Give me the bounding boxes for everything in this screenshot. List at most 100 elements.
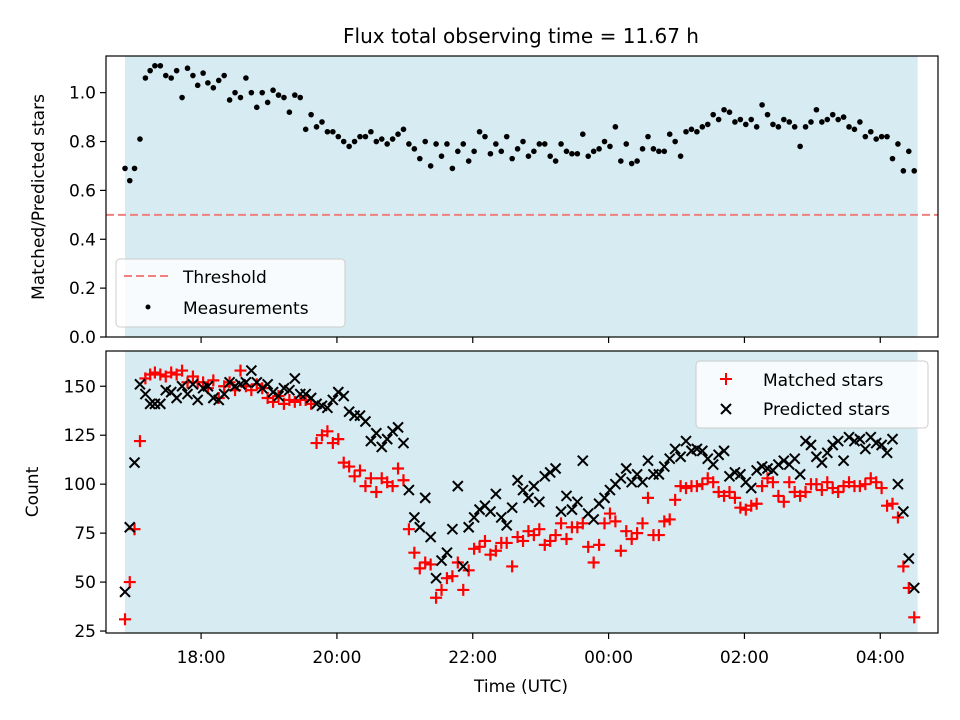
predicted-point [772, 458, 785, 471]
predicted-point [272, 390, 285, 402]
predicted-point [615, 472, 627, 484]
predicted-point [560, 490, 573, 502]
measurement-point [406, 141, 412, 147]
predicted-point [501, 519, 513, 531]
bottom-x-tick-label: 02:00 [720, 648, 769, 668]
predicted-point [799, 435, 812, 447]
measurement-point [889, 155, 896, 162]
matched-point [402, 523, 415, 536]
measurement-point [672, 138, 678, 145]
top-x-ticks [200, 337, 881, 343]
measurement-point [190, 72, 196, 79]
predicted-point [267, 386, 279, 398]
x-axis-label: Time (UTC) [473, 677, 568, 697]
matched-point [473, 540, 486, 553]
matched-point [636, 517, 649, 530]
measurement-point [184, 65, 191, 72]
measurement-point [137, 136, 143, 142]
measurement-point [846, 124, 852, 130]
measurement-point [835, 116, 841, 123]
measurement-point [650, 146, 657, 152]
measurement-point [759, 102, 765, 108]
predicted-point [571, 496, 584, 508]
measurement-point [574, 150, 581, 157]
predicted-point [636, 476, 649, 488]
matched-point [745, 499, 758, 512]
predicted-point [144, 398, 156, 410]
predicted-point [544, 466, 556, 479]
bottom-x-axis: 18:00 20:00 22:00 00:00 02:00 04:00 [177, 633, 905, 668]
measurement-point [618, 158, 624, 164]
measurement-point [482, 133, 488, 140]
predicted-point [484, 505, 497, 518]
matched-point [154, 368, 167, 381]
matched-point [370, 486, 383, 498]
matched-point [587, 556, 600, 569]
predicted-point [170, 392, 183, 404]
measurement-point [498, 148, 505, 155]
measurement-point [476, 128, 483, 135]
measurement-point [558, 141, 564, 147]
measurement-point [699, 124, 706, 130]
measurement-point [786, 119, 793, 125]
measurement-point [416, 155, 423, 162]
measurement-point [270, 87, 276, 94]
measurement-point [656, 148, 662, 155]
matched-point [723, 486, 736, 498]
top-y-tick-label: 0.0 [69, 328, 96, 348]
predicted-point [750, 464, 763, 477]
predicted-point [631, 468, 643, 481]
matched-point [832, 486, 845, 498]
matched-point [902, 581, 915, 594]
predicted-point [128, 456, 141, 469]
top-y-label: Matched/Predicted stars [29, 94, 49, 300]
measurement-point [742, 121, 749, 128]
predicted-point [533, 496, 546, 508]
predicted-point [468, 511, 480, 524]
bottom-y-axis: 25 50 75 100 125 150 [64, 377, 106, 642]
measurement-point [168, 75, 175, 81]
matched-stars-series [119, 364, 921, 626]
measurement-point [308, 111, 314, 118]
predicted-point [658, 460, 670, 473]
bottom-x-tick-label: 04:00 [856, 648, 905, 668]
matched-point [288, 395, 301, 408]
measurement-point [748, 116, 755, 123]
measurement-point [661, 148, 668, 155]
matched-point [870, 476, 883, 489]
legend-measurements-label: Measurements [183, 299, 309, 319]
measurement-point [688, 126, 695, 133]
predicted-point [397, 437, 410, 449]
matched-point [354, 464, 367, 477]
measurement-point [563, 148, 570, 155]
predicted-point [598, 492, 611, 504]
predicted-point [680, 435, 692, 447]
measurement-point [639, 146, 646, 152]
predicted-point [718, 445, 730, 457]
predicted-point [386, 425, 399, 437]
predicted-point [696, 445, 709, 457]
matched-point [603, 507, 616, 520]
top-y-axis: 0.0 0.2 0.4 0.6 0.8 1.0 [69, 84, 106, 348]
measurement-point [411, 146, 418, 152]
matched-point [462, 564, 475, 577]
matched-point [875, 482, 888, 495]
measurement-point [297, 94, 304, 101]
measurement-point [487, 150, 494, 157]
matched-point [321, 425, 334, 438]
measurement-point [710, 111, 716, 118]
measurement-point [601, 138, 608, 145]
bottom-x-tick-label: 00:00 [584, 648, 633, 668]
matched-point [799, 486, 812, 498]
top-legend: Threshold Measurements [115, 258, 346, 328]
measurement-point [157, 62, 164, 69]
predicted-point [473, 503, 486, 516]
measurement-point [541, 141, 548, 147]
measurement-point [900, 168, 907, 174]
predicted-point [321, 402, 334, 414]
predicted-point [446, 523, 459, 535]
measurement-point [862, 133, 869, 140]
predicted-point [625, 476, 638, 488]
measurement-point [179, 94, 185, 101]
measurement-point [503, 133, 510, 140]
